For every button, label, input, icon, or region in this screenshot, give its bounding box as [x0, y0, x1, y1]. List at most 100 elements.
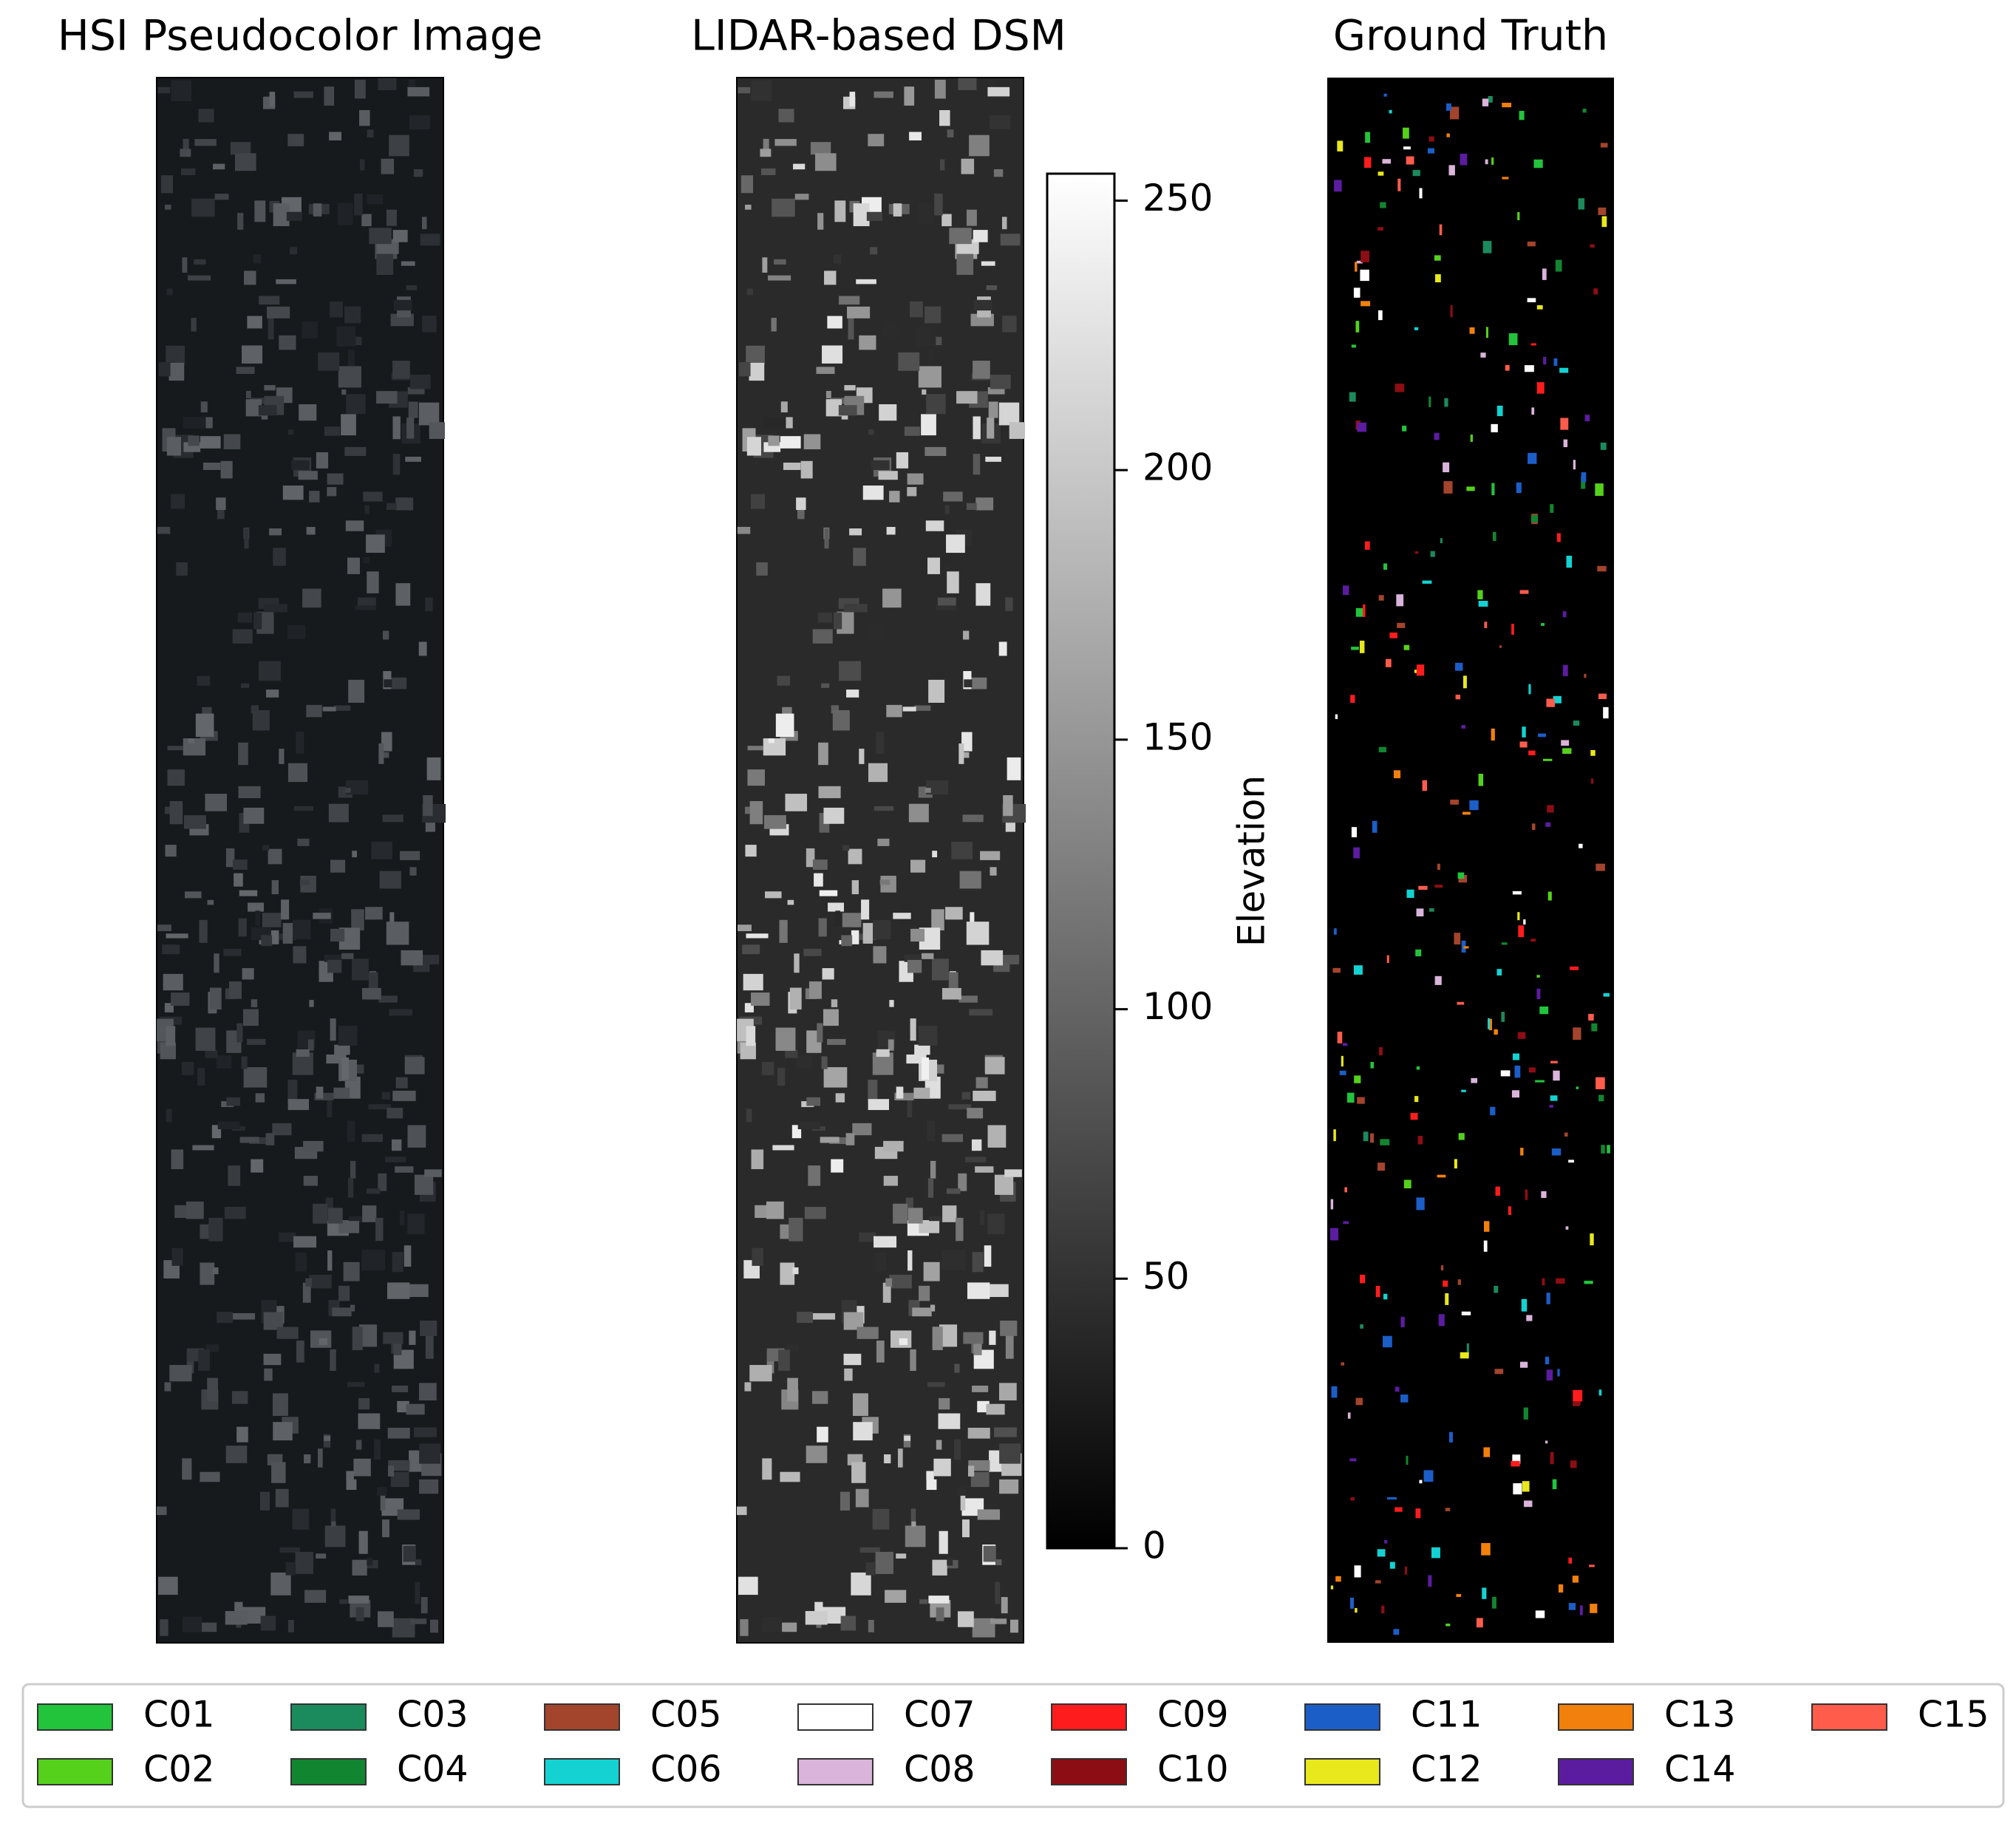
texture-block	[327, 959, 342, 973]
legend-label: C06	[650, 1748, 722, 1791]
texture-block	[1415, 1508, 1421, 1519]
texture-block	[347, 349, 355, 367]
texture-block	[1525, 1189, 1528, 1200]
texture-block	[157, 924, 171, 932]
texture-block	[1491, 483, 1495, 496]
texture-block	[831, 1159, 844, 1173]
texture-block	[1416, 908, 1424, 917]
texture-block	[746, 1026, 756, 1046]
texture-block	[352, 1327, 363, 1350]
texture-block	[1384, 1539, 1388, 1544]
texture-block	[1446, 133, 1450, 137]
texture-block	[1478, 601, 1488, 607]
texture-block	[1403, 644, 1410, 650]
texture-block	[824, 528, 829, 549]
texture-block	[393, 299, 412, 311]
legend-swatch	[37, 1758, 113, 1785]
texture-block	[293, 1236, 317, 1248]
texture-block	[1502, 177, 1509, 180]
legend-swatch	[1558, 1758, 1634, 1785]
texture-block	[1430, 551, 1435, 557]
texture-block	[166, 288, 173, 296]
texture-block	[1543, 356, 1547, 365]
texture-block	[309, 1274, 332, 1289]
texture-block	[956, 391, 978, 404]
texture-block	[870, 247, 878, 255]
texture-block	[918, 366, 941, 388]
texture-block	[957, 1487, 967, 1496]
texture-block	[166, 933, 188, 939]
texture-block	[1596, 1077, 1605, 1089]
texture-block	[1536, 382, 1545, 394]
texture-block	[350, 1304, 355, 1312]
texture-block	[1573, 1401, 1580, 1406]
texture-block	[777, 675, 791, 686]
texture-block	[1488, 95, 1493, 103]
texture-block	[171, 1247, 183, 1266]
texture-block	[343, 1261, 360, 1281]
texture-block	[970, 912, 975, 924]
texture-block	[1445, 103, 1451, 111]
texture-block	[882, 321, 898, 338]
texture-block	[783, 462, 801, 470]
texture-block	[1443, 1280, 1448, 1287]
texture-block	[228, 981, 242, 999]
texture-block	[405, 456, 421, 462]
texture-block	[160, 175, 173, 194]
texture-block	[835, 1093, 845, 1103]
texture-block	[1434, 432, 1440, 440]
texture-block	[1458, 874, 1468, 883]
texture-block	[780, 1262, 795, 1285]
texture-block	[1406, 889, 1414, 898]
texture-block	[358, 1530, 368, 1554]
texture-block	[371, 841, 392, 859]
texture-block	[1491, 423, 1498, 432]
texture-block	[195, 713, 214, 738]
texture-block	[1349, 1458, 1357, 1462]
texture-block	[918, 1025, 938, 1046]
texture-block	[761, 168, 776, 175]
texture-block	[964, 679, 973, 688]
texture-block	[1562, 748, 1572, 755]
texture-block	[876, 732, 885, 754]
texture-block	[1400, 1316, 1405, 1327]
texture-block	[244, 270, 256, 285]
texture-block	[1440, 1265, 1444, 1271]
texture-block	[738, 1576, 758, 1596]
texture-block	[159, 362, 171, 377]
texture-block	[928, 1596, 950, 1604]
texture-block	[910, 1349, 916, 1372]
texture-block	[1591, 1023, 1598, 1032]
texture-block	[1393, 1629, 1400, 1635]
texture-block	[919, 1285, 930, 1301]
texture-block	[969, 134, 990, 157]
texture-block	[1590, 1233, 1594, 1246]
ground-truth-image	[1327, 78, 1614, 1643]
texture-block	[1590, 778, 1594, 784]
texture-block	[1543, 758, 1553, 761]
texture-block	[927, 349, 935, 367]
texture-block	[877, 838, 890, 846]
texture-block	[1403, 127, 1409, 139]
texture-block	[1445, 1624, 1451, 1627]
texture-block	[1383, 563, 1388, 571]
texture-block	[1337, 140, 1344, 151]
texture-block	[1562, 611, 1567, 618]
texture-block	[1505, 364, 1510, 371]
texture-block	[367, 129, 374, 137]
texture-block	[395, 583, 411, 606]
texture-block	[290, 460, 310, 470]
texture-block	[359, 110, 370, 126]
texture-block	[743, 973, 763, 991]
texture-block	[327, 487, 337, 497]
texture-block	[875, 1253, 887, 1272]
texture-block	[1517, 912, 1520, 921]
texture-block	[1410, 1112, 1418, 1120]
texture-block	[1553, 1070, 1560, 1081]
texture-block	[192, 1145, 214, 1151]
texture-block	[958, 1173, 967, 1191]
texture-block	[1346, 1092, 1355, 1103]
texture-block	[851, 1572, 871, 1596]
texture-block	[1422, 780, 1428, 791]
texture-block	[1584, 415, 1590, 422]
